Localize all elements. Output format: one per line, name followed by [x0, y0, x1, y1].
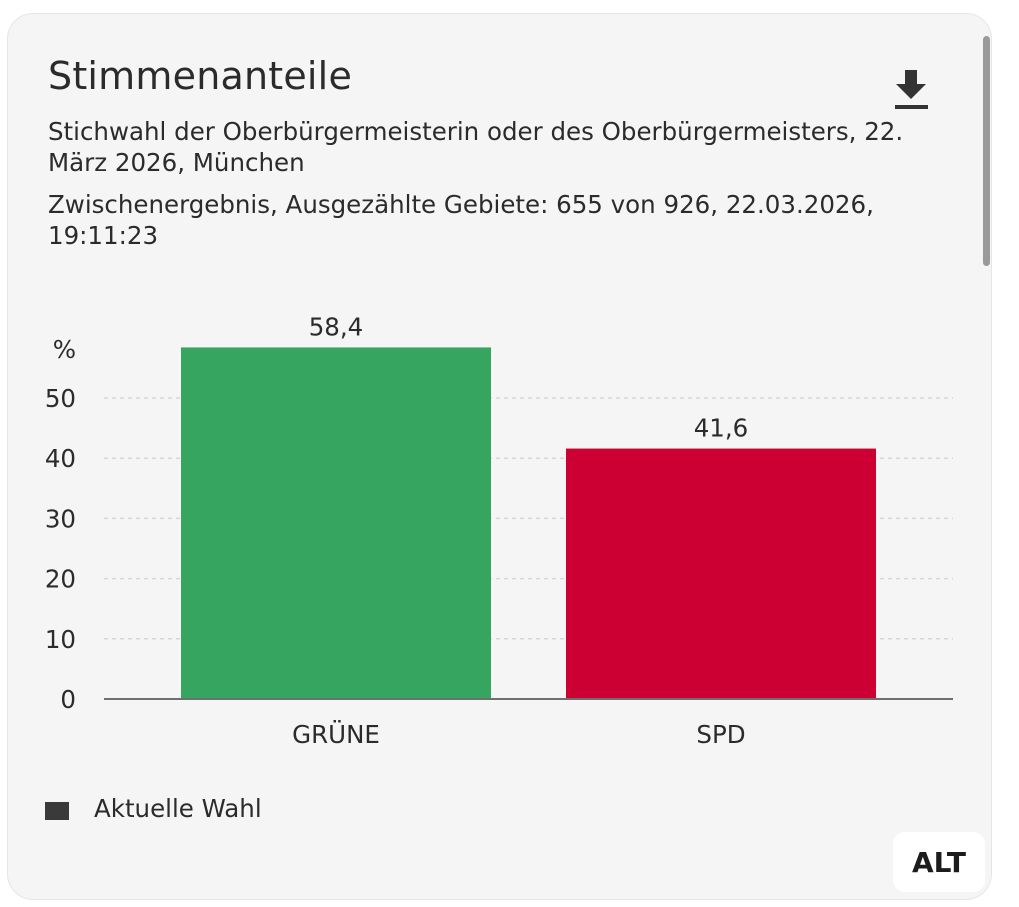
chart-card: Stimmenanteile Stichwahl der Oberbürgerm…: [7, 13, 992, 900]
chart-title: Stimmenanteile: [48, 54, 353, 98]
legend: Aktuelle Wahl: [45, 792, 262, 824]
legend-swatch: [45, 802, 69, 820]
bar-chart: 0 10 20 30 40 50% 58,4 GRÜNE 41,6 SPD: [45, 312, 953, 749]
y-tick-label: 10: [45, 625, 76, 654]
bar-grüne: [181, 347, 491, 699]
alt-text-button[interactable]: ALT: [893, 832, 985, 892]
y-axis-unit: %: [53, 335, 76, 364]
chart-subtitle: Stichwahl der Oberbürgermeisterin oder d…: [48, 117, 904, 177]
bar-spd: [566, 448, 876, 699]
y-tick-label: 50: [45, 384, 76, 413]
y-tick-label: 20: [45, 565, 76, 594]
interim-status: Zwischenergebnis, Ausgezählte Gebiete: 6…: [48, 190, 874, 250]
legend-label: Aktuelle Wahl: [94, 793, 262, 823]
data-label: 41,6: [694, 414, 749, 443]
download-icon: [895, 70, 928, 109]
y-tick-label: 40: [45, 444, 76, 473]
y-tick-label: 0: [60, 685, 76, 714]
x-tick-label: SPD: [696, 720, 745, 749]
y-tick-label: 30: [45, 504, 76, 533]
scrollbar[interactable]: [983, 36, 990, 266]
x-tick-label: GRÜNE: [292, 720, 380, 749]
download-button[interactable]: [893, 66, 933, 116]
data-label: 58,4: [309, 312, 364, 341]
